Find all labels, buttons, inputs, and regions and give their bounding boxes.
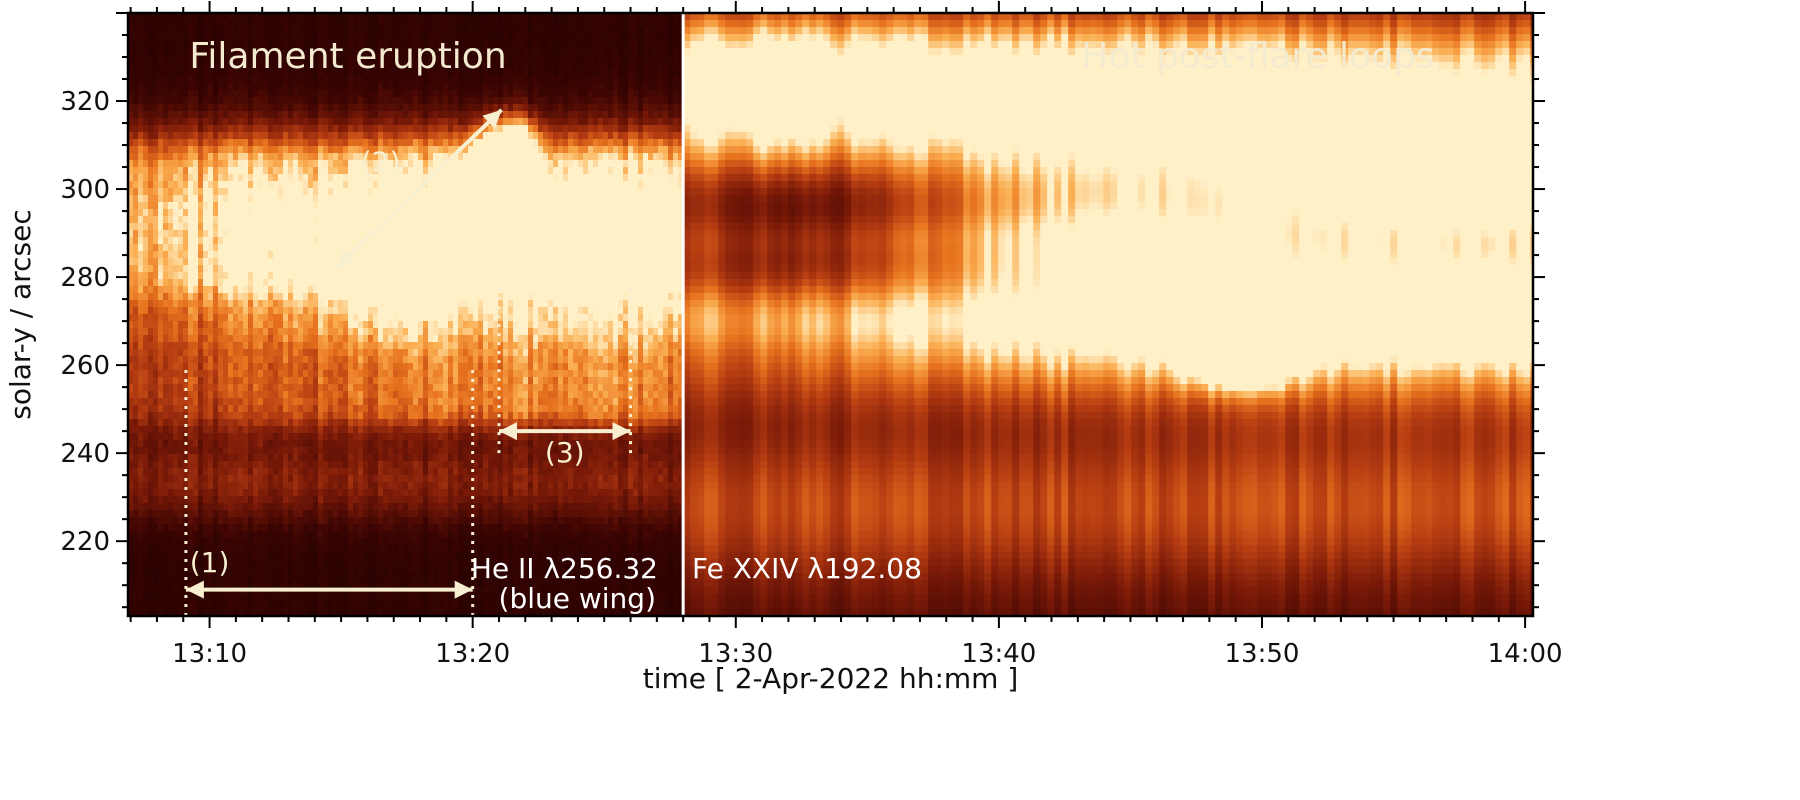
y-tick-label-260: 260 bbox=[60, 351, 110, 381]
annotation-2-arrow bbox=[334, 108, 503, 270]
line-label-left: He II λ256.32 bbox=[471, 552, 658, 585]
axes: 13:10 13:20 13:30 13:40 13:50 14:00 220 240 260… bbox=[4, 1, 1563, 695]
x-tick-label-5: 13:50 bbox=[1225, 639, 1300, 669]
panel-title-right: Hot post-flare loops bbox=[1081, 36, 1434, 77]
annotation-1-arrowhead-end bbox=[454, 580, 473, 599]
y-tick-label-320: 320 bbox=[60, 87, 110, 117]
panel-text: Filament eruption Hot post-flare loops H… bbox=[189, 36, 1434, 615]
plot-area: (1) (2) (3) bbox=[128, 13, 1533, 616]
annotation-2-arrowhead-start bbox=[335, 249, 356, 269]
y-ticks: 220 240 260 280 300 320 bbox=[60, 12, 1545, 609]
x-tick-label-6: 14:00 bbox=[1488, 639, 1563, 669]
x-ticks: 13:10 13:20 13:30 13:40 13:50 14:00 bbox=[129, 1, 1563, 669]
y-tick-label-300: 300 bbox=[60, 175, 110, 205]
heatmap-left-panel bbox=[128, 13, 684, 616]
annotation-2-arrowhead-end bbox=[482, 109, 502, 129]
annotation-1-arrowhead-start bbox=[185, 580, 204, 599]
x-tick-label-4: 13:40 bbox=[961, 639, 1036, 669]
annotation-3-arrowhead-end bbox=[612, 422, 631, 441]
y-tick-label-220: 220 bbox=[60, 527, 110, 557]
x-tick-label-2: 13:20 bbox=[435, 639, 510, 669]
annotation-layer: (1) (2) (3) bbox=[184, 108, 633, 616]
panel-title-left: Filament eruption bbox=[189, 36, 506, 77]
x-axis-title: time [ 2-Apr-2022 hh:mm ] bbox=[643, 662, 1019, 695]
y-axis-title: solar-y / arcsec bbox=[4, 209, 37, 419]
line-sublabel-left: (blue wing) bbox=[499, 582, 656, 615]
axes-frame bbox=[126, 11, 1535, 618]
annotation-3-label: (3) bbox=[545, 436, 585, 469]
heatmap-right-panel bbox=[683, 13, 1533, 616]
y-tick-label-280: 280 bbox=[60, 263, 110, 293]
annotation-1-label: (1) bbox=[190, 546, 230, 579]
y-tick-label-240: 240 bbox=[60, 439, 110, 469]
x-tick-label-3: 13:30 bbox=[698, 639, 773, 669]
annotation-2-label: (2) bbox=[361, 145, 401, 178]
annotation-3-arrowhead-start bbox=[498, 422, 517, 441]
line-label-right: Fe XXIV λ192.08 bbox=[692, 552, 922, 585]
x-tick-label-1: 13:10 bbox=[172, 639, 247, 669]
